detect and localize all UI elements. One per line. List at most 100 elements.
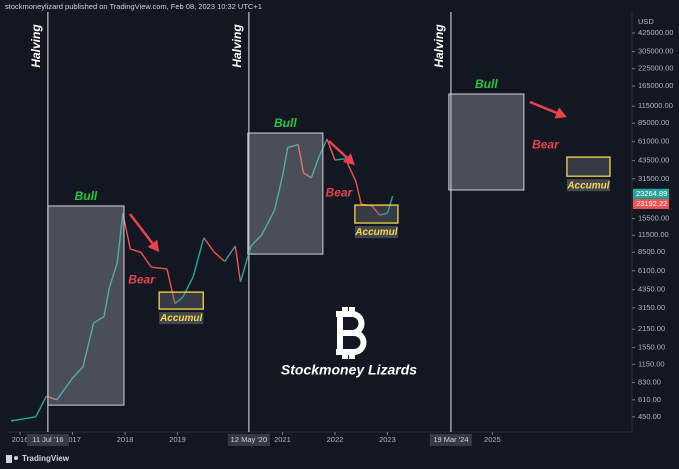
- watermark: Stockmoney Lizards: [281, 362, 417, 378]
- y-tick-label: 115000.00: [638, 101, 673, 110]
- bear-arrowhead: [147, 239, 160, 253]
- y-tick-label: 165000.00: [638, 81, 673, 90]
- header: stockmoneylizard published on TradingVie…: [5, 2, 262, 11]
- x-tick-label: 2019: [169, 435, 186, 444]
- price-segment: [56, 377, 74, 401]
- y-tick-label: 425000.00: [638, 28, 673, 37]
- price-segment: [182, 276, 194, 298]
- price-segment: [287, 143, 299, 149]
- price-segment: [250, 234, 262, 247]
- price-segment: [239, 245, 252, 283]
- x-tick-label: 2023: [379, 435, 396, 444]
- price-segment: [82, 322, 95, 367]
- accum-label: Accumul: [566, 180, 609, 191]
- price-segment: [174, 296, 184, 305]
- bull-label: Bull: [274, 116, 297, 130]
- x-tick-label: 2018: [117, 435, 134, 444]
- price-segment: [310, 156, 320, 179]
- price-start: [10, 419, 14, 422]
- y-tick-label: 1150.00: [638, 359, 665, 368]
- y-tick-label: 61000.00: [638, 137, 669, 146]
- price-segment: [213, 251, 226, 263]
- price-segment: [35, 395, 47, 418]
- x-tick-label: 2017: [64, 435, 81, 444]
- y-tick-label: 610.00: [638, 395, 661, 404]
- price-segment: [273, 176, 284, 211]
- price-segment: [116, 213, 124, 264]
- price-segment: [72, 366, 84, 379]
- y-tick-label: 305000.00: [638, 47, 673, 56]
- y-tick-label: 1550.00: [638, 343, 665, 352]
- x-tick-label: 2025: [484, 435, 501, 444]
- price-segment: [303, 172, 312, 179]
- halving-date: 19 Mar '24: [433, 435, 468, 444]
- price-segment: [260, 209, 276, 236]
- accum-label: Accumul: [354, 227, 397, 238]
- y-tick-label: 4350.00: [638, 285, 665, 294]
- accum-label-bg: [159, 312, 204, 325]
- y-tick-label: 2150.00: [638, 324, 665, 333]
- footer: TradingView: [22, 454, 70, 463]
- price-segment: [297, 144, 305, 174]
- tv-logo: [6, 455, 18, 463]
- price-segment: [203, 237, 215, 253]
- y-tick-label: 43500.00: [638, 156, 669, 165]
- price-segment: [166, 268, 176, 304]
- y-tick-label: 3150.00: [638, 303, 665, 312]
- bear-label: Bear: [128, 272, 156, 286]
- price-segment: [281, 147, 289, 177]
- price-label-bg: [633, 198, 669, 209]
- bull-label: Bull: [75, 189, 98, 203]
- price-label: 23192.22: [636, 199, 667, 208]
- y-tick-label: 15500.00: [638, 214, 669, 223]
- price-segment: [234, 245, 242, 283]
- price-segment: [108, 262, 118, 289]
- price-segment: [12, 418, 21, 422]
- accum-zone: [566, 156, 611, 177]
- y-tick-label: 225000.00: [638, 64, 673, 73]
- price-segment: [355, 181, 362, 205]
- accum-label-bg: [354, 226, 398, 239]
- y-tick-label: 450.00: [638, 412, 661, 421]
- bear-label: Bear: [326, 185, 354, 199]
- bull-label: Bull: [475, 77, 498, 91]
- price-segment: [192, 237, 205, 277]
- accum-label: Accumul: [159, 313, 202, 324]
- bull-zone: [247, 132, 324, 255]
- bear-arrowhead: [554, 107, 567, 119]
- halving-date: 12 May '20: [231, 435, 267, 444]
- price-segment: [371, 205, 381, 216]
- price-label-bg: [633, 188, 669, 199]
- price-label: 23264.89: [636, 189, 667, 198]
- halving-text: Halving: [29, 24, 43, 68]
- x-tick-label: 2022: [327, 435, 344, 444]
- price-segment: [130, 248, 141, 253]
- halving-date: 11 Jul '16: [32, 435, 63, 444]
- x-tick-label: 2016: [12, 435, 29, 444]
- price-segment: [379, 212, 388, 216]
- bitcoin-logo: [336, 307, 367, 359]
- y-tick-label: 11500.00: [638, 230, 669, 239]
- price-segment: [140, 251, 152, 268]
- bull-zone: [47, 205, 125, 406]
- halving-date-box: [429, 434, 472, 446]
- y-tick-label: 6100.00: [638, 266, 665, 275]
- halving-date-box: [26, 434, 69, 446]
- bear-arrow: [529, 100, 560, 116]
- bear-arrow: [128, 213, 156, 247]
- price-segment: [334, 158, 346, 161]
- accum-label-bg: [566, 179, 610, 192]
- bear-arrow: [328, 140, 350, 161]
- accum-zone: [158, 291, 204, 310]
- bear-arrowhead: [342, 153, 355, 166]
- y-tick-label: 830.00: [638, 378, 661, 387]
- price-segment: [19, 416, 36, 421]
- currency: USD: [638, 17, 654, 26]
- price-segment: [326, 138, 336, 161]
- halving-text: Halving: [432, 24, 446, 68]
- bear-label: Bear: [532, 137, 560, 151]
- price-segment: [103, 287, 110, 317]
- price-segment: [151, 266, 168, 270]
